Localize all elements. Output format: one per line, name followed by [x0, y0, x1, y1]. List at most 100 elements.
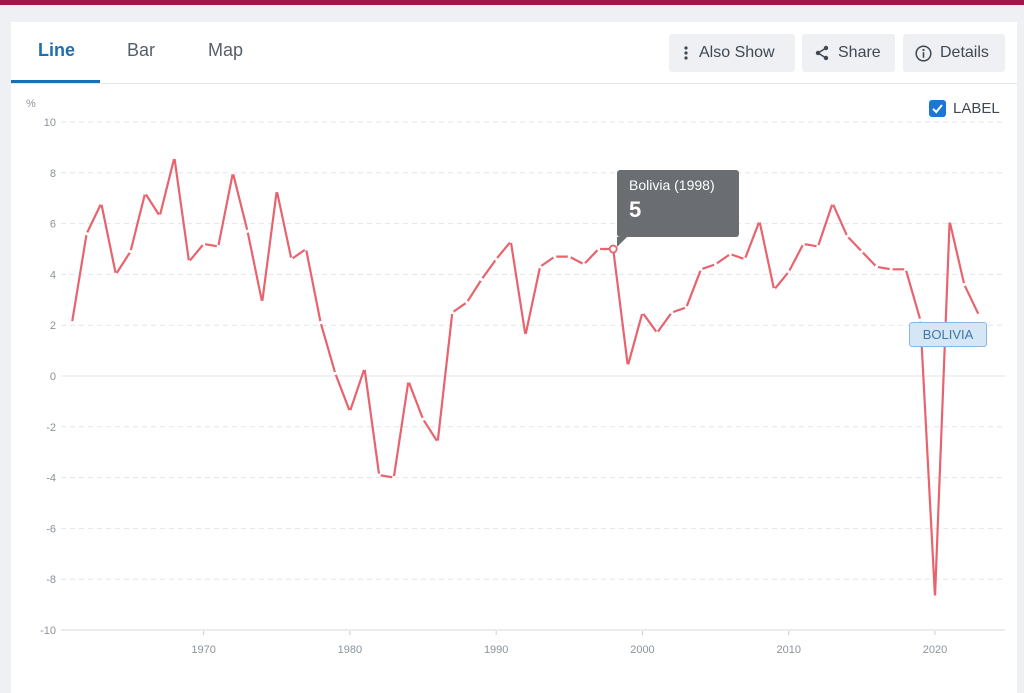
chart-card: Line Bar Map Also Show Share Details	[11, 22, 1017, 693]
details-label: Details	[940, 44, 989, 61]
x-tick-label: 1980	[338, 644, 362, 656]
label-toggle[interactable]: LABEL	[929, 100, 1000, 117]
data-point[interactable]	[202, 242, 206, 246]
info-icon	[915, 44, 932, 62]
data-point[interactable]	[757, 219, 762, 223]
data-point[interactable]	[977, 313, 981, 317]
data-point[interactable]	[260, 300, 264, 304]
data-point[interactable]	[538, 265, 542, 269]
data-point[interactable]	[377, 473, 381, 477]
share-button[interactable]: Share	[802, 34, 895, 72]
data-point[interactable]	[128, 249, 133, 254]
data-point[interactable]	[362, 366, 367, 370]
data-point[interactable]	[509, 239, 513, 243]
data-point[interactable]	[553, 255, 557, 259]
data-point[interactable]	[860, 249, 864, 254]
data-point[interactable]	[801, 242, 805, 246]
data-point[interactable]	[333, 371, 337, 376]
y-tick-label: -10	[40, 625, 56, 637]
data-point[interactable]	[421, 417, 425, 421]
data-point[interactable]	[231, 171, 235, 175]
tooltip-arrow	[617, 237, 627, 247]
data-point[interactable]	[99, 201, 103, 205]
data-point[interactable]	[640, 310, 645, 315]
y-tick-label: -4	[46, 473, 56, 485]
data-point[interactable]	[743, 257, 747, 261]
data-point[interactable]	[392, 476, 396, 480]
x-tick-label: 2000	[630, 644, 654, 656]
x-tick-label: 1990	[484, 644, 508, 656]
data-point[interactable]	[933, 595, 937, 599]
share-label: Share	[838, 44, 881, 61]
details-button[interactable]: Details	[903, 34, 1005, 72]
x-tick-label: 2010	[776, 644, 800, 656]
data-point[interactable]	[699, 267, 703, 271]
y-tick-label: -8	[46, 574, 56, 586]
data-point[interactable]	[728, 252, 732, 256]
data-point[interactable]	[494, 257, 498, 261]
data-point[interactable]	[684, 305, 688, 310]
data-point[interactable]	[523, 333, 528, 337]
data-point[interactable]	[348, 409, 352, 414]
checkmark-icon	[932, 104, 943, 114]
x-tick-label: 1970	[191, 644, 215, 656]
highlighted-point[interactable]	[608, 244, 618, 254]
data-point[interactable]	[304, 247, 308, 251]
label-toggle-text: LABEL	[953, 100, 1000, 117]
top-accent-bar	[0, 0, 1024, 5]
data-point[interactable]	[319, 321, 323, 325]
x-tick-label: 2020	[923, 644, 947, 656]
share-icon	[815, 45, 829, 61]
data-point[interactable]	[245, 229, 250, 233]
data-point[interactable]	[655, 331, 659, 335]
data-point[interactable]	[70, 321, 74, 325]
data-point[interactable]	[436, 440, 440, 444]
y-axis-unit: %	[26, 98, 36, 110]
y-tick-label: 10	[44, 117, 56, 129]
also-show-label: Also Show	[699, 44, 775, 61]
data-point[interactable]	[904, 267, 908, 271]
tooltip-value: 5	[629, 197, 642, 222]
tab-line[interactable]: Line	[38, 40, 76, 60]
data-point[interactable]	[114, 272, 118, 276]
data-point[interactable]	[889, 267, 893, 271]
data-point[interactable]	[831, 201, 835, 205]
data-point[interactable]	[816, 244, 820, 249]
data-point[interactable]	[216, 244, 220, 249]
data-point[interactable]	[567, 255, 571, 259]
data-point[interactable]	[787, 270, 791, 274]
label-checkbox[interactable]	[929, 100, 946, 117]
data-point[interactable]	[582, 262, 586, 266]
view-tabs: Line Bar Map Also Show Share Details	[11, 22, 1017, 84]
tab-bar[interactable]: Bar	[127, 40, 156, 60]
series-label-bolivia[interactable]: BOLIVIA	[909, 322, 987, 347]
tab-map[interactable]: Map	[208, 40, 244, 60]
data-point[interactable]	[275, 188, 279, 193]
data-point[interactable]	[479, 277, 484, 282]
data-point[interactable]	[772, 288, 776, 292]
data-point[interactable]	[450, 310, 454, 315]
data-point[interactable]	[596, 247, 601, 251]
data-point[interactable]	[874, 265, 879, 269]
also-show-button[interactable]: Also Show	[669, 34, 795, 72]
data-point[interactable]	[465, 300, 469, 304]
data-point[interactable]	[948, 219, 952, 223]
data-point[interactable]	[158, 214, 162, 218]
data-point[interactable]	[172, 155, 176, 160]
data-point[interactable]	[143, 191, 147, 195]
data-point[interactable]	[962, 282, 966, 287]
active-tab-indicator	[11, 80, 100, 83]
series-bolivia	[70, 155, 981, 599]
grid-lines	[61, 121, 1005, 631]
data-point[interactable]	[187, 260, 191, 264]
line-chart: 10 8 6 4 2 0 -2 -4 -6 -8 -10 1970 1980 1990 2000 2010 2…	[26, 98, 1005, 656]
data-point[interactable]	[670, 310, 674, 315]
data-point[interactable]	[85, 232, 89, 236]
data-point[interactable]	[713, 262, 718, 266]
data-point[interactable]	[918, 318, 922, 322]
vertical-dots-icon	[684, 46, 688, 60]
data-point[interactable]	[626, 364, 630, 368]
data-point[interactable]	[406, 379, 411, 383]
data-point[interactable]	[845, 234, 849, 238]
data-point[interactable]	[289, 257, 294, 261]
